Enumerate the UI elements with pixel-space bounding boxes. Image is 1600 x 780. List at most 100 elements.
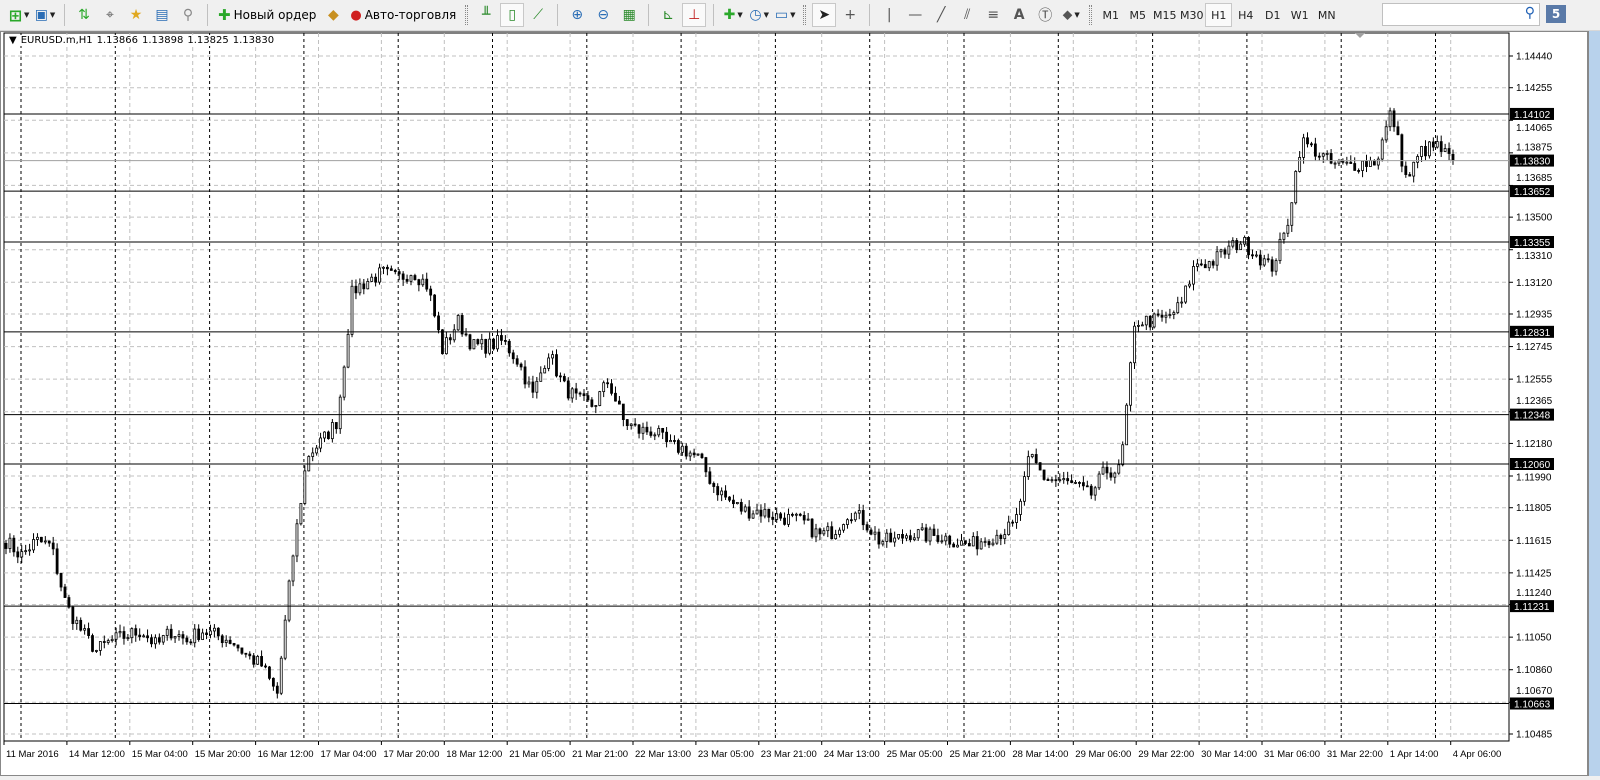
candle-bear <box>739 502 743 512</box>
candle-bull <box>295 523 299 557</box>
templates-button[interactable]: ▭ ▼ <box>773 3 797 27</box>
collapse-triangle-icon[interactable]: ▼ <box>9 35 17 46</box>
candle-bear <box>523 366 527 385</box>
auto-trading-button[interactable]: ● Авто-торговля <box>346 3 460 27</box>
vertical-line-tool[interactable]: | <box>877 3 901 27</box>
time-tick-label: 4 Apr 06:00 <box>1453 749 1502 760</box>
chart-symbol: EURUSD.m,H1 <box>20 35 93 46</box>
profiles-button[interactable]: ▣ ▼ <box>33 3 57 27</box>
candle-bear <box>327 431 330 440</box>
text-label-tool[interactable]: Ⓣ <box>1033 3 1057 27</box>
candle-bear <box>122 631 126 639</box>
divider <box>557 4 559 26</box>
candle-bear <box>1400 134 1404 167</box>
price-tick-label: 1.12745 <box>1516 342 1553 353</box>
zoom-out-button[interactable]: ⊖ <box>591 3 615 27</box>
candle-bull <box>787 513 790 525</box>
candle-bear <box>673 440 676 442</box>
candle-bull <box>110 638 114 642</box>
candle-bear <box>397 271 401 275</box>
cursor-tool[interactable]: ➤ <box>812 3 837 27</box>
candlestick-chart-button[interactable]: ▯ <box>500 3 525 27</box>
candle-bear <box>732 499 735 505</box>
candle-bull <box>114 632 118 640</box>
tile-windows-button[interactable]: ▦ <box>617 3 641 27</box>
trendline-tool[interactable]: ╱ <box>929 3 953 27</box>
candle-bear <box>562 376 566 382</box>
time-tick-label: 29 Mar 06:00 <box>1075 749 1131 760</box>
candle-bull <box>826 526 830 532</box>
vertical-scrollbar[interactable] <box>1588 31 1600 776</box>
fibonacci-tool[interactable]: ≡ <box>981 3 1005 27</box>
periods-button[interactable]: ◷ ▼ <box>747 3 771 27</box>
arrows-tool[interactable]: ⬥ ▼ <box>1059 3 1083 27</box>
candle-bear <box>228 639 232 644</box>
candle-bull <box>421 278 425 286</box>
timeframe-mn[interactable]: MN <box>1317 8 1336 22</box>
toolbar-grip[interactable] <box>1089 5 1093 25</box>
zoom-in-button[interactable]: ⊕ <box>565 3 589 27</box>
candle-bear <box>1353 163 1357 171</box>
time-tick-label: 22 Mar 13:00 <box>635 749 691 760</box>
candle-bull <box>1117 464 1121 474</box>
candle-bull <box>1290 202 1294 226</box>
candle-bull <box>1416 156 1420 163</box>
bar-chart-button[interactable]: ╨ <box>474 3 498 27</box>
candlestick-chart[interactable]: 1.14440 1.14255 1.14065 1.13875 1.13685 1.135… <box>1 32 1589 777</box>
candle-bull <box>1254 254 1258 257</box>
data-window-button[interactable]: ⌖ <box>98 3 122 27</box>
timeframe-m15[interactable]: M15 <box>1152 8 1177 22</box>
search-input[interactable]: ⚲ <box>1382 3 1540 26</box>
auto-trading-stop-icon: ● <box>350 7 362 23</box>
metaeditor-button[interactable]: ◆ <box>321 3 345 27</box>
strategy-tester-button[interactable]: ⚲ <box>176 3 200 27</box>
candle-bull <box>763 508 767 517</box>
candle-bear <box>1211 261 1215 266</box>
toolbar-grip[interactable] <box>465 5 469 25</box>
candle-bear <box>476 339 480 345</box>
horizontal-line-tool[interactable]: — <box>903 3 927 27</box>
chart-window[interactable]: ▼ EURUSD.m,H1 1.13866 1.13898 1.13825 1.… <box>0 31 1588 776</box>
timeframe-m1[interactable]: M1 <box>1102 8 1119 22</box>
time-tick-label: 31 Mar 22:00 <box>1327 749 1383 760</box>
line-chart-button[interactable]: ⟋ <box>526 3 550 27</box>
timeframe-h1[interactable]: H1 <box>1205 3 1233 27</box>
time-tick-label: 25 Mar 21:00 <box>950 749 1006 760</box>
market-watch-button[interactable]: ⇅ <box>72 3 96 27</box>
timeframe-w1[interactable]: W1 <box>1290 8 1309 22</box>
chart-shift-button[interactable]: ⊾ <box>656 3 680 27</box>
timeframe-m5[interactable]: M5 <box>1129 8 1146 22</box>
terminal-button[interactable]: ▤ <box>150 3 174 27</box>
chat-badge-button[interactable]: 5 <box>1546 5 1566 23</box>
toolbar-grip[interactable] <box>803 5 807 25</box>
candle-bear <box>1251 254 1254 257</box>
timeframe-d1[interactable]: D1 <box>1264 8 1281 22</box>
level-label: 1.12348 <box>1514 411 1551 422</box>
candle-bull <box>1219 249 1223 253</box>
auto-scroll-button[interactable]: ⊥ <box>682 3 707 27</box>
candle-bull <box>1007 521 1011 536</box>
candle-bear <box>924 527 928 542</box>
candle-bull <box>342 366 346 398</box>
candle-bull <box>98 641 102 651</box>
candle-bear <box>708 471 712 484</box>
candle-bull <box>1361 160 1364 171</box>
candle-bear <box>665 431 668 443</box>
navigator-button[interactable]: ★ <box>124 3 148 27</box>
candle-bull <box>452 329 456 341</box>
search-icon[interactable]: ⚲ <box>1524 5 1535 21</box>
indicators-button[interactable]: ✚ ▼ <box>721 3 745 27</box>
crosshair-tool[interactable]: + <box>838 3 862 27</box>
candle-bear <box>1266 258 1270 261</box>
timeframe-h4[interactable]: H4 <box>1238 8 1254 22</box>
candle-bear <box>1011 521 1015 524</box>
timeframe-m30[interactable]: M30 <box>1179 8 1204 22</box>
text-tool[interactable]: A <box>1007 3 1031 27</box>
candle-bear <box>618 400 621 405</box>
new-chart-button[interactable]: ⊞ ▼ <box>7 3 31 27</box>
price-tick-label: 1.13500 <box>1516 213 1553 224</box>
tester-magnifier-icon: ⚲ <box>182 7 194 23</box>
candle-bear <box>637 424 641 434</box>
equidistant-channel-tool[interactable]: ⫽ <box>955 3 979 27</box>
new-order-button[interactable]: ✚ Новый ордер <box>214 3 320 27</box>
